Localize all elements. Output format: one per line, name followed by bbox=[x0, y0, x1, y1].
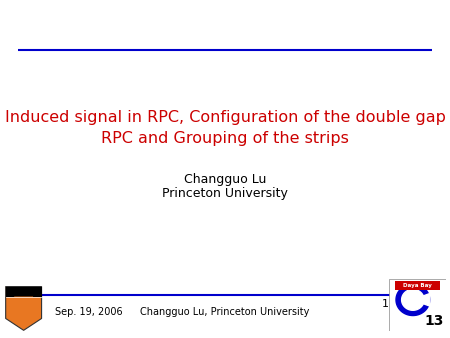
Text: Induced signal in RPC, Configuration of the double gap
RPC and Grouping of the s: Induced signal in RPC, Configuration of … bbox=[4, 110, 446, 146]
Polygon shape bbox=[402, 289, 424, 310]
Text: Changguo Lu, Princeton University: Changguo Lu, Princeton University bbox=[140, 307, 310, 317]
Polygon shape bbox=[6, 287, 41, 330]
Polygon shape bbox=[413, 293, 430, 306]
Text: Sep. 19, 2006: Sep. 19, 2006 bbox=[55, 307, 122, 317]
Text: Changguo Lu: Changguo Lu bbox=[184, 173, 266, 187]
Text: Daya Bay: Daya Bay bbox=[403, 283, 432, 288]
Polygon shape bbox=[14, 296, 33, 311]
Text: Princeton University: Princeton University bbox=[162, 188, 288, 200]
Bar bbox=[395, 281, 440, 290]
Polygon shape bbox=[396, 284, 430, 315]
Text: 1: 1 bbox=[382, 299, 388, 309]
Bar bbox=[6, 287, 41, 296]
Text: 13: 13 bbox=[424, 314, 444, 328]
